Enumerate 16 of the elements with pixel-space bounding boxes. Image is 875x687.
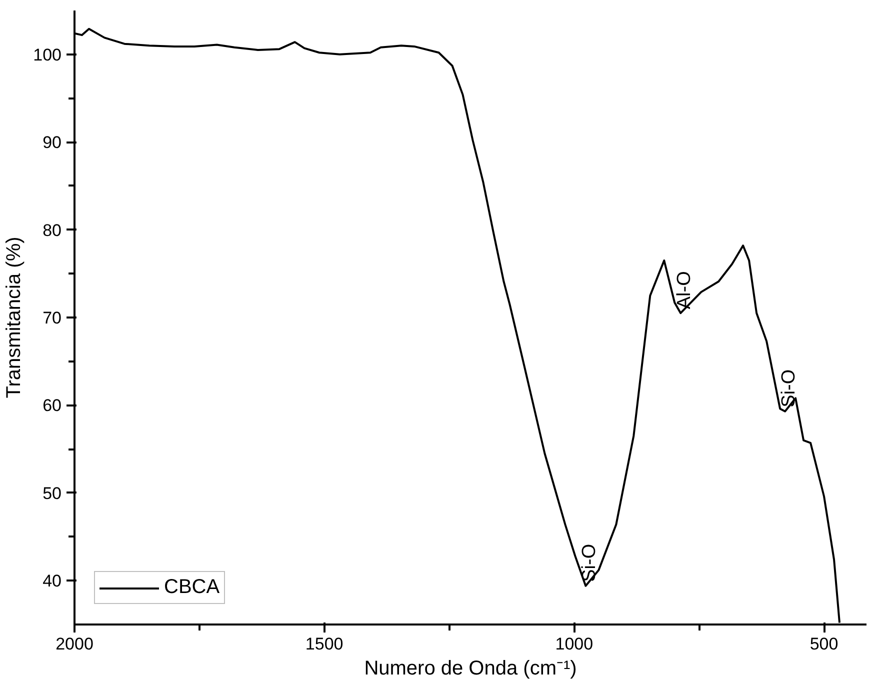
x-tick-label: 500 [810,634,838,654]
x-tick-label: 2000 [56,634,94,654]
y-tick-label: 100 [33,45,62,64]
y-tick-label: 80 [42,220,62,240]
x-tick-label: 1000 [555,634,594,654]
x-tick-label: 1500 [305,634,344,654]
y-tick-label: 90 [42,133,62,152]
annotation: Si-O [778,369,800,408]
annotation: Al-O [674,271,696,310]
y-tick-label: 40 [42,572,62,591]
y-tick-label: 60 [42,396,62,416]
y-tick-label: 70 [42,308,62,328]
x-axis-title: Numero de Onda (cm⁻¹) [364,658,577,680]
legend-label: CBCA [164,576,220,599]
y-tick-label: 50 [42,484,62,503]
y-axis-title: Transmitancia (%) [3,236,26,398]
